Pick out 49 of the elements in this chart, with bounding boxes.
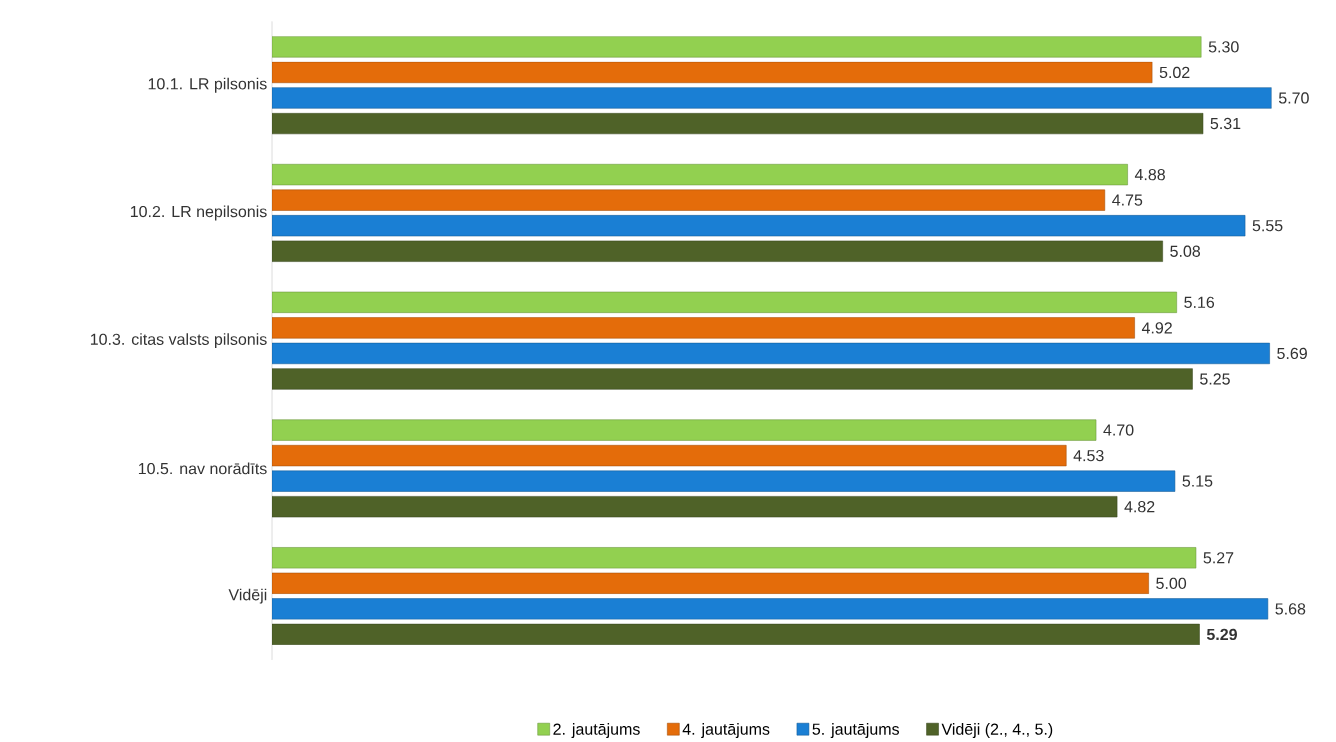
bar bbox=[272, 572, 1149, 594]
legend-label: Vidēji (2., 4., 5.) bbox=[941, 723, 1053, 738]
legend-label: 4. jautājums bbox=[682, 723, 770, 738]
data-label: 5.08 bbox=[1170, 245, 1201, 257]
data-label: 4.53 bbox=[1073, 449, 1104, 462]
bar bbox=[272, 189, 1106, 211]
bar bbox=[272, 215, 1246, 237]
bar bbox=[272, 291, 1177, 313]
y-tick-label: 10.5. nav norādīts bbox=[138, 462, 267, 475]
data-label: 5.29 bbox=[1206, 628, 1237, 641]
bar bbox=[272, 470, 1176, 492]
bar bbox=[272, 623, 1200, 646]
data-label: 4.70 bbox=[1103, 424, 1134, 436]
data-label: 5.00 bbox=[1156, 577, 1187, 589]
data-label: 5.31 bbox=[1210, 117, 1241, 130]
data-label: 5.25 bbox=[1200, 373, 1230, 385]
bar bbox=[272, 36, 1202, 58]
data-label: 5.68 bbox=[1275, 603, 1306, 615]
bar bbox=[272, 317, 1135, 339]
y-tick-label: 10.3. citas valsts pilsonis bbox=[90, 333, 267, 349]
bar bbox=[272, 164, 1128, 186]
bar bbox=[272, 61, 1153, 84]
bar bbox=[272, 419, 1097, 441]
y-tick-label: 10.1. LR pilsonis bbox=[148, 77, 267, 93]
legend-label: 5. jautājums bbox=[812, 723, 900, 738]
data-label: 5.15 bbox=[1182, 475, 1213, 487]
data-label: 5.70 bbox=[1278, 92, 1309, 104]
data-label: 5.69 bbox=[1277, 347, 1307, 360]
bar bbox=[272, 496, 1118, 518]
data-label: 5.30 bbox=[1208, 41, 1239, 53]
y-tick-label: Vidēji bbox=[228, 588, 267, 604]
bar bbox=[272, 342, 1270, 365]
data-label: 5.27 bbox=[1203, 552, 1234, 564]
bar bbox=[272, 598, 1269, 620]
bar bbox=[272, 87, 1272, 109]
y-tick-label: 10.2. LR nepilsonis bbox=[130, 205, 267, 221]
data-label: 5.16 bbox=[1184, 296, 1215, 308]
data-label: 5.02 bbox=[1159, 66, 1190, 79]
data-label: 4.88 bbox=[1134, 168, 1165, 181]
bar bbox=[272, 368, 1193, 390]
data-label: 4.82 bbox=[1124, 501, 1155, 513]
bar bbox=[272, 445, 1067, 467]
bar bbox=[272, 547, 1197, 569]
data-label: 4.92 bbox=[1141, 322, 1172, 334]
bar bbox=[272, 240, 1163, 262]
bar bbox=[272, 112, 1204, 135]
data-label: 5.55 bbox=[1252, 220, 1283, 232]
data-label: 4.75 bbox=[1112, 194, 1143, 206]
legend-label: 2. jautājums bbox=[553, 723, 640, 738]
